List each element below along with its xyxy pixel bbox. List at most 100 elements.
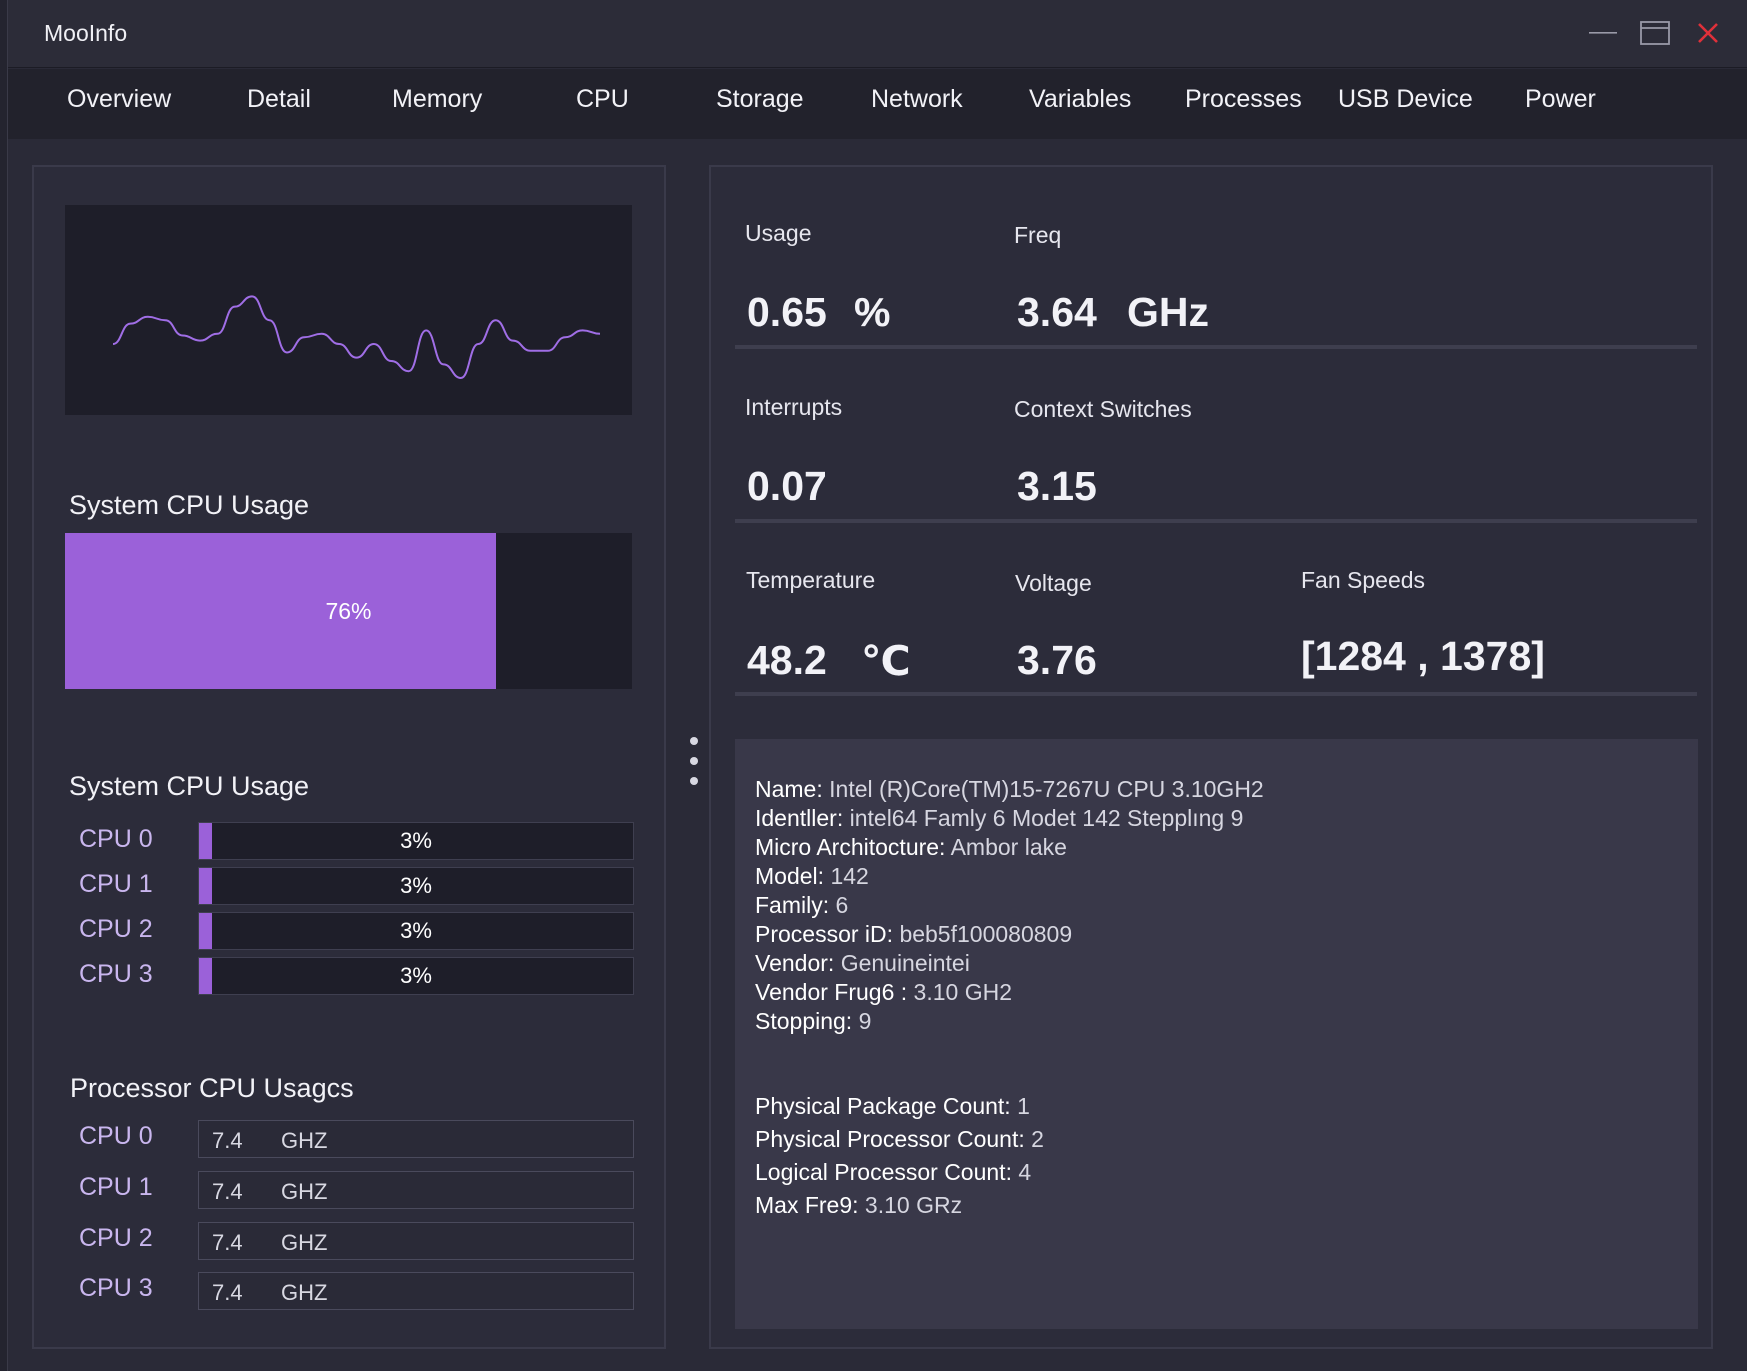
sparkline-chart (112, 295, 601, 380)
core-frequency-value: 7.4 (212, 1230, 243, 1255)
title-bar: MooInfo (8, 0, 1747, 68)
info-value: 3.10 GRz (864, 1192, 963, 1218)
tab-memory[interactable]: Memory (392, 85, 483, 113)
usage-label: Usage (745, 220, 812, 246)
core-usage-bar: 3% (198, 867, 634, 905)
processor-info-box: Name: Intel (R)Core(TM)15-7267U CPU 3.10… (735, 739, 1698, 1329)
tab-detail[interactable]: Detail (247, 85, 311, 113)
core-usage-label: 3% (400, 963, 432, 988)
core-usage-fill (199, 958, 213, 994)
info-value: intel64 Famly 6 Modet 142 Stepplıng 9 (849, 805, 1244, 831)
info-key: Physical Processor Count: (755, 1126, 1025, 1152)
info-value: 2 (1031, 1126, 1044, 1152)
core-frequency-field: 7.4 GHZ (198, 1222, 634, 1260)
info-value: 3.10 GH2 (913, 979, 1012, 1005)
info-row: Family: 6 (755, 892, 848, 919)
core-label: CPU 1 (79, 870, 153, 898)
tab-processes[interactable]: Processes (1185, 85, 1302, 113)
sparkline-series (112, 295, 601, 380)
tab-storage[interactable]: Storage (716, 85, 804, 113)
core-usage-label: 3% (400, 828, 432, 853)
info-key: Vendor: (755, 950, 835, 976)
divider (735, 692, 1697, 696)
info-row: Micro Architocture: Ambor lake (755, 834, 1067, 861)
info-value: 9 (858, 1008, 872, 1034)
panel-splitter-handle[interactable] (687, 737, 699, 785)
tab-usb-device[interactable]: USB Device (1338, 85, 1473, 113)
core-usage-fill (199, 823, 213, 859)
splitter-dot (690, 777, 698, 785)
info-row: Logical Processor Count: 4 (755, 1159, 1031, 1186)
info-row: Stopping: 9 (755, 1008, 871, 1035)
cpu-usage-panel: System CPU Usage 76% System CPU Usage CP… (32, 165, 666, 1349)
info-key: Model: (755, 863, 825, 889)
info-key: Processor iD: (755, 921, 894, 947)
info-row: Physical Processor Count: 2 (755, 1126, 1044, 1153)
info-row: Name: Intel (R)Core(TM)15-7267U CPU 3.10… (755, 776, 1264, 803)
core-usage-fill (199, 868, 213, 904)
app-title: MooInfo (44, 20, 128, 46)
info-value: 4 (1018, 1159, 1032, 1185)
freq-value: 3.64 (1017, 289, 1097, 335)
core-frequency-value: 7.4 (212, 1280, 243, 1305)
close-icon (1698, 23, 1718, 43)
core-frequency-unit: GHZ (281, 1128, 328, 1153)
core-frequency-value: 7.4 (212, 1179, 243, 1204)
info-row: Max Fre9: 3.10 GRz (755, 1192, 962, 1219)
info-key: Micro Architocture: (755, 834, 946, 860)
core-label: CPU 2 (79, 915, 153, 943)
info-value: Intel (R)Core(TM)15-7267U CPU 3.10GH2 (829, 776, 1264, 802)
voltage-value: 3.76 (1017, 637, 1097, 683)
fan-speeds-label: Fan Speeds (1301, 567, 1426, 593)
tab-network[interactable]: Network (871, 85, 963, 113)
info-key: Name: (755, 776, 823, 802)
info-row: Processor iD: beb5f100080809 (755, 921, 1072, 948)
minimize-button[interactable] (1583, 14, 1623, 52)
info-row: Physical Package Count: 1 (755, 1093, 1030, 1120)
info-value: Genuineintei (840, 950, 970, 976)
info-key: Identller: (755, 805, 844, 831)
info-key: Family: (755, 892, 830, 918)
info-row: Identller: intel64 Famly 6 Modet 142 Ste… (755, 805, 1243, 832)
core-frequency-field: 7.4 GHZ (198, 1120, 634, 1158)
close-button[interactable] (1688, 14, 1728, 52)
context-switches-value: 3.15 (1017, 463, 1097, 509)
fan-speeds-value: [1284 , 1378] (1301, 633, 1545, 679)
divider (735, 519, 1697, 523)
info-value: 142 (830, 863, 869, 889)
context-switches-label: Context Switches (1014, 396, 1192, 422)
voltage-label: Voltage (1015, 570, 1092, 596)
tab-power[interactable]: Power (1525, 85, 1596, 113)
tab-overview[interactable]: Overview (67, 85, 172, 113)
core-usage-fill (199, 913, 213, 949)
interrupts-label: Interrupts (745, 394, 843, 420)
info-key: Physical Package Count: (755, 1093, 1011, 1119)
usage-unit: % (854, 289, 891, 335)
system-cpu-usage-label: 76% (325, 597, 372, 624)
interrupts-value: 0.07 (747, 463, 827, 509)
core-label: CPU 2 (79, 1224, 153, 1252)
core-frequency-field: 7.4 GHZ (198, 1272, 634, 1310)
info-key: Max Fre9: (755, 1192, 859, 1218)
info-value: beb5f100080809 (899, 921, 1073, 947)
core-label: CPU 3 (79, 1274, 153, 1302)
system-cpu-usage-fill (65, 533, 496, 689)
freq-label: Freq (1014, 222, 1062, 248)
info-row: Vendor: Genuineintei (755, 950, 970, 977)
temperature-unit: ℃ (861, 638, 911, 684)
core-label: CPU 3 (79, 960, 153, 988)
core-usage-label: 3% (400, 873, 432, 898)
core-frequency-field: 7.4 GHZ (198, 1171, 634, 1209)
tab-cpu[interactable]: CPU (576, 85, 629, 113)
core-frequency-unit: GHZ (281, 1280, 328, 1305)
info-key: Vendor Frug6 : (755, 979, 908, 1005)
system-cpu-usage-bar: 76% (65, 533, 632, 689)
info-row: Vendor Frug6 : 3.10 GH2 (755, 979, 1012, 1006)
cpu-usage-sparkline (65, 205, 632, 415)
maximize-button[interactable] (1635, 14, 1675, 52)
tab-variables[interactable]: Variables (1029, 85, 1132, 113)
info-key: Logical Processor Count: (755, 1159, 1012, 1185)
temperature-label: Temperature (746, 567, 876, 593)
app-window: MooInfo Overview Detail Memory CPU Stora… (7, 0, 1747, 1371)
core-label: CPU 0 (79, 825, 153, 853)
